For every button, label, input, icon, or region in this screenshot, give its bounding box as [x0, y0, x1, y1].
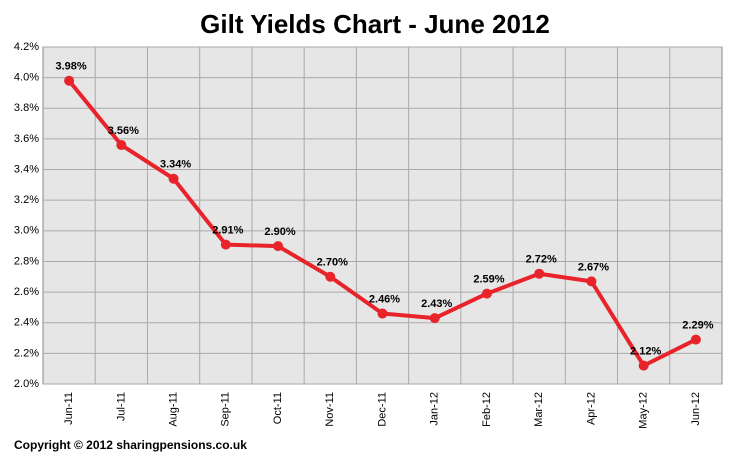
marker [64, 75, 75, 86]
footnote: Copyright © 2012 sharingpensions.co.uk [14, 438, 247, 452]
x-tick-label: Oct-11 [272, 392, 284, 424]
marker [116, 140, 127, 151]
data-label: 2.29% [682, 319, 713, 331]
chart-title: Gilt Yields Chart - June 2012 [200, 9, 550, 39]
x-tick-label: Aug-11 [167, 392, 179, 427]
y-tick-label: 4.0% [14, 72, 39, 84]
data-label: 3.56% [108, 125, 139, 137]
y-tick-label: 3.2% [14, 194, 39, 206]
x-tick-label: Feb-12 [481, 392, 493, 427]
y-tick-label: 3.0% [14, 225, 39, 237]
x-tick-label: Sep-11 [220, 392, 232, 427]
data-label: 3.98% [56, 61, 87, 73]
data-label: 2.91% [212, 225, 243, 237]
y-tick-label: 3.6% [14, 133, 39, 145]
y-tick-label: 2.4% [14, 317, 39, 329]
marker [690, 334, 701, 345]
x-tick-label: Nov-11 [324, 392, 336, 427]
plot-area [42, 46, 723, 385]
data-label: 2.46% [369, 293, 400, 305]
x-tick-label: Jun-11 [63, 392, 75, 425]
marker [220, 239, 231, 250]
marker [586, 276, 597, 287]
data-label: 2.72% [526, 254, 557, 266]
data-label: 2.12% [630, 346, 661, 358]
data-label: 2.90% [264, 226, 295, 238]
x-tick-label: May-12 [638, 392, 650, 429]
y-tick-label: 3.4% [14, 163, 39, 175]
y-tick-label: 2.2% [14, 347, 39, 359]
marker [638, 360, 649, 371]
marker [534, 268, 545, 279]
y-tick-label: 2.0% [14, 378, 39, 390]
data-label: 2.67% [578, 261, 609, 273]
x-tick-label: Jun-12 [690, 392, 702, 426]
x-tick-label: Jul-11 [115, 392, 127, 421]
x-tick-label: Mar-12 [533, 392, 545, 427]
y-tick-label: 3.8% [14, 102, 39, 114]
data-label: 2.43% [421, 298, 452, 310]
data-label: 3.34% [160, 159, 191, 171]
data-label: 2.59% [473, 274, 504, 286]
marker [168, 173, 179, 184]
data-label: 2.70% [317, 257, 348, 269]
marker [325, 271, 336, 282]
y-tick-label: 2.8% [14, 255, 39, 267]
y-tick-label: 2.6% [14, 286, 39, 298]
x-tick-label: Jan-12 [429, 392, 441, 426]
marker [429, 313, 440, 324]
y-tick-label: 4.2% [14, 41, 39, 53]
x-tick-label: Dec-11 [376, 392, 388, 427]
marker [377, 308, 388, 319]
x-tick-label: Apr-12 [585, 392, 597, 425]
marker [481, 288, 492, 299]
marker [273, 241, 284, 252]
